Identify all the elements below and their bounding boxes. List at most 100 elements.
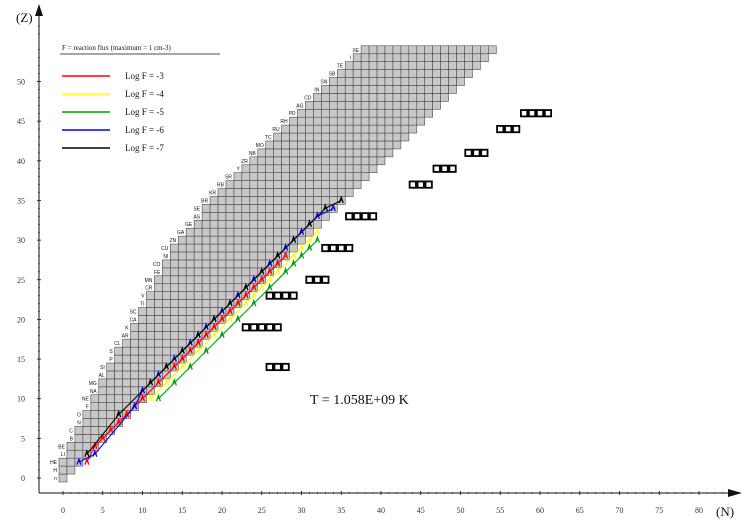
nuclide-cell bbox=[201, 267, 211, 277]
x-tick-label: 55 bbox=[496, 506, 504, 515]
nuclide-cell bbox=[297, 188, 306, 197]
flux-arrow bbox=[187, 346, 193, 354]
nuclide-cell bbox=[376, 93, 386, 102]
nuclide-cell bbox=[344, 77, 354, 86]
bold-cells bbox=[241, 109, 553, 372]
nuclide-cell bbox=[201, 204, 211, 213]
nuclide-cell bbox=[384, 69, 394, 78]
nuclide-cell bbox=[114, 386, 123, 396]
nuclide-cell bbox=[305, 116, 314, 126]
element-label-f: F bbox=[86, 405, 89, 411]
nuclide-cell bbox=[432, 85, 441, 94]
flux-arrow bbox=[259, 282, 265, 291]
nuclide-cell bbox=[368, 93, 378, 102]
nuclide-cell bbox=[392, 140, 402, 150]
flux-arrow bbox=[235, 298, 241, 307]
nuclide-cell bbox=[392, 124, 402, 134]
nuclide-cell bbox=[162, 267, 171, 277]
nuclide-cell bbox=[209, 267, 219, 277]
nuclide-cell bbox=[217, 212, 227, 221]
nuclide-cell bbox=[265, 235, 274, 245]
flux-arrow bbox=[203, 346, 209, 354]
bold-nuclide-cell bbox=[535, 109, 545, 118]
nuclide-cell bbox=[432, 69, 441, 78]
nuclide-cell bbox=[400, 124, 410, 134]
nuclide-cell bbox=[185, 307, 195, 316]
nuclide-cell bbox=[424, 61, 433, 70]
nuclide-cell bbox=[209, 283, 219, 292]
nuclide-cell bbox=[82, 434, 92, 443]
nuclide-cell bbox=[66, 449, 76, 459]
nuclide-cell bbox=[233, 172, 243, 181]
nuclide-cell bbox=[289, 132, 298, 142]
nuclide-cell bbox=[360, 164, 370, 173]
nuclide-cell bbox=[360, 61, 370, 70]
nuclide-cell bbox=[162, 315, 171, 324]
y-tick-label: 35 bbox=[17, 196, 25, 205]
flux-arrow bbox=[251, 298, 257, 307]
nuclide-cell bbox=[408, 108, 418, 118]
element-label-k: K bbox=[125, 325, 129, 331]
nuclide-cell bbox=[352, 77, 362, 86]
flux-arrow bbox=[243, 290, 249, 299]
nuclide-cell bbox=[241, 212, 251, 221]
nuclide-cell bbox=[329, 108, 338, 118]
nuclide-cell bbox=[313, 140, 322, 150]
nuclide-cell bbox=[392, 132, 402, 142]
nuclide-cell bbox=[185, 243, 195, 253]
nuclide-cell bbox=[225, 283, 235, 292]
nuclide-cell bbox=[257, 196, 267, 205]
nuclide-cell bbox=[305, 172, 314, 181]
nuclide-cell bbox=[106, 410, 115, 419]
nuclide-cell bbox=[321, 172, 330, 181]
bold-nuclide-cell bbox=[353, 212, 362, 221]
nuclide-cell bbox=[130, 354, 139, 364]
nuclide-cell bbox=[130, 378, 139, 388]
nuclide-cell bbox=[273, 140, 282, 150]
nuclide-cell bbox=[249, 227, 259, 237]
nuclide-cell bbox=[114, 354, 123, 364]
nuclide-cell bbox=[201, 227, 211, 237]
nuclide-cell bbox=[289, 148, 298, 158]
nuclide-cell bbox=[233, 188, 243, 197]
nuclide-cell bbox=[289, 204, 298, 213]
nuclide-cell bbox=[344, 108, 354, 118]
nuclide-cell bbox=[249, 259, 259, 269]
nuclide-cell bbox=[344, 124, 354, 134]
nuclide-cell bbox=[233, 235, 243, 245]
nuclide-cell bbox=[416, 101, 426, 110]
flux-arrow bbox=[275, 266, 281, 275]
bold-nuclide-cell bbox=[289, 291, 298, 300]
nuclide-cell bbox=[360, 77, 370, 86]
nuclide-cell bbox=[408, 69, 418, 78]
nuclide-cell bbox=[384, 124, 394, 134]
nuclide-cell bbox=[154, 283, 163, 292]
nuclide-cell bbox=[162, 307, 171, 316]
nuclide-cell bbox=[146, 291, 155, 300]
nuclide-cell bbox=[456, 77, 465, 86]
nuclide-cell bbox=[416, 93, 426, 102]
nuclide-cell bbox=[241, 164, 251, 173]
nuclide-cell bbox=[162, 259, 171, 269]
nuclide-cell bbox=[329, 93, 338, 102]
flux-arrow bbox=[338, 195, 344, 204]
element-label-pd: PD bbox=[289, 111, 296, 117]
nuclide-cell bbox=[193, 291, 203, 300]
nuclide-cell bbox=[321, 101, 330, 110]
nuclide-cell bbox=[177, 315, 187, 324]
nuclide-cell bbox=[138, 315, 147, 324]
nuclide-cell bbox=[352, 93, 362, 102]
nuclide-cell bbox=[329, 180, 338, 189]
nuclide-cell bbox=[313, 180, 322, 189]
nuclide-cell bbox=[257, 227, 267, 237]
nuclide-cell bbox=[193, 283, 203, 292]
nuclide-cell bbox=[305, 108, 314, 118]
nuclide-cell bbox=[201, 219, 211, 229]
nuclide-cell bbox=[257, 259, 267, 269]
nuclide-cell bbox=[193, 299, 203, 308]
nuclide-cell bbox=[313, 164, 322, 173]
nuclide-cell bbox=[384, 101, 394, 110]
flux-arrow bbox=[139, 393, 146, 402]
nuclide-cell bbox=[424, 77, 433, 86]
flux-arrow bbox=[267, 274, 273, 283]
